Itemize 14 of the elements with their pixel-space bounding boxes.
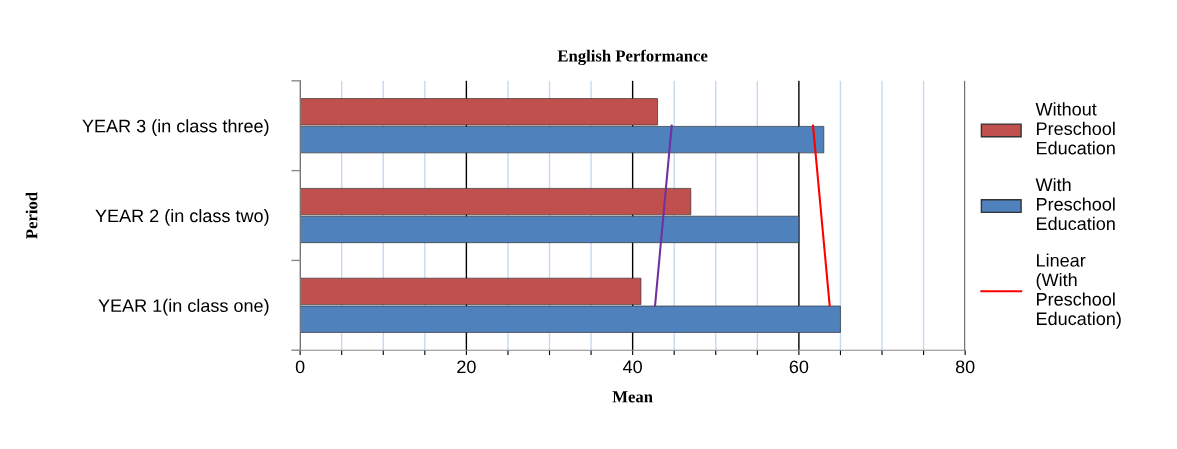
y-tick-label: YEAR 1(in class one) — [98, 298, 269, 316]
y-axis-title: Period — [25, 192, 38, 239]
x-tick-label: 80 — [955, 360, 975, 374]
chart-title: English Performance — [557, 49, 708, 66]
legend-label: With Preschool Education — [1035, 177, 1115, 231]
legend-label: Linear (With Preschool Education) — [1036, 253, 1121, 329]
legend-label: Without Preschool Education — [1035, 102, 1115, 155]
y-tick-label: YEAR 2 (in class two) — [95, 208, 269, 226]
x-tick-label: 40 — [623, 360, 642, 374]
x-tick-label: 20 — [457, 360, 476, 374]
x-axis-title: Mean — [612, 391, 653, 403]
x-tick-label: 0 — [295, 360, 305, 374]
x-tick-label: 60 — [789, 360, 809, 374]
y-tick-label: YEAR 3 (in class three) — [82, 119, 269, 136]
